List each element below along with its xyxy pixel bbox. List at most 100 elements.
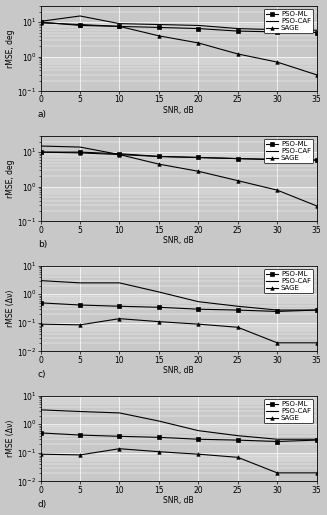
PSO-CAF (39, 278, 43, 284)
PSO-CAF (78, 13, 82, 19)
PSO-ML (39, 19, 43, 25)
PSO-CAF (236, 303, 240, 310)
PSO-ML (275, 29, 279, 35)
PSO-ML (196, 25, 200, 31)
PSO-ML (39, 300, 43, 306)
SAGE (196, 40, 200, 46)
SAGE (117, 445, 121, 452)
PSO-ML (275, 157, 279, 163)
Legend: PSO-ML, PSO-CAF, SAGE: PSO-ML, PSO-CAF, SAGE (264, 139, 313, 163)
SAGE (236, 178, 240, 184)
Line: PSO-CAF: PSO-CAF (41, 410, 317, 439)
PSO-CAF (78, 144, 82, 150)
SAGE (157, 33, 161, 39)
SAGE (196, 451, 200, 457)
PSO-CAF (275, 156, 279, 162)
PSO-CAF (275, 27, 279, 33)
PSO-ML (78, 149, 82, 155)
PSO-ML (236, 28, 240, 34)
Text: b): b) (38, 241, 47, 249)
SAGE (275, 59, 279, 65)
Line: SAGE: SAGE (39, 21, 318, 77)
PSO-CAF (117, 280, 121, 286)
PSO-CAF (78, 280, 82, 286)
PSO-CAF (236, 25, 240, 31)
X-axis label: SNR, dB: SNR, dB (163, 106, 194, 115)
SAGE (275, 470, 279, 476)
SAGE (78, 150, 82, 156)
SAGE (315, 470, 318, 476)
PSO-CAF (39, 407, 43, 413)
PSO-ML (117, 433, 121, 439)
PSO-CAF (315, 157, 318, 163)
PSO-ML (196, 306, 200, 312)
Text: c): c) (38, 370, 46, 380)
PSO-ML (117, 303, 121, 310)
PSO-ML (157, 153, 161, 160)
PSO-ML (39, 149, 43, 155)
SAGE (275, 187, 279, 193)
PSO-CAF (117, 410, 121, 416)
PSO-ML (275, 308, 279, 315)
PSO-ML (196, 436, 200, 442)
X-axis label: SNR, dB: SNR, dB (163, 366, 194, 375)
PSO-ML (157, 24, 161, 30)
PSO-CAF (196, 299, 200, 305)
Y-axis label: rMSE (Δν): rMSE (Δν) (6, 420, 15, 457)
SAGE (157, 449, 161, 455)
SAGE (315, 203, 318, 209)
PSO-CAF (117, 151, 121, 158)
PSO-ML (78, 432, 82, 438)
SAGE (196, 321, 200, 327)
PSO-CAF (315, 27, 318, 33)
Y-axis label: rMSE, deg: rMSE, deg (6, 29, 15, 67)
X-axis label: SNR, dB: SNR, dB (163, 496, 194, 505)
PSO-CAF (39, 143, 43, 149)
PSO-CAF (196, 22, 200, 28)
SAGE (315, 340, 318, 346)
SAGE (196, 168, 200, 175)
PSO-CAF (78, 408, 82, 415)
Legend: PSO-ML, PSO-CAF, SAGE: PSO-ML, PSO-CAF, SAGE (264, 9, 313, 33)
SAGE (39, 321, 43, 327)
PSO-ML (78, 22, 82, 28)
Y-axis label: rMSE, deg: rMSE, deg (6, 159, 15, 198)
PSO-CAF (39, 18, 43, 24)
Line: SAGE: SAGE (39, 447, 318, 475)
PSO-ML (315, 29, 318, 36)
SAGE (78, 452, 82, 458)
SAGE (78, 322, 82, 328)
SAGE (236, 51, 240, 57)
SAGE (117, 316, 121, 322)
SAGE (117, 151, 121, 158)
SAGE (236, 324, 240, 330)
PSO-ML (157, 434, 161, 440)
Line: PSO-CAF: PSO-CAF (41, 16, 317, 30)
SAGE (315, 72, 318, 78)
SAGE (275, 340, 279, 346)
PSO-CAF (315, 436, 318, 442)
SAGE (39, 20, 43, 26)
PSO-ML (157, 304, 161, 311)
PSO-CAF (236, 156, 240, 162)
PSO-ML (236, 307, 240, 313)
Line: PSO-CAF: PSO-CAF (41, 146, 317, 160)
Y-axis label: rMSE (Δν): rMSE (Δν) (6, 290, 15, 327)
PSO-CAF (157, 418, 161, 424)
PSO-ML (315, 307, 318, 313)
Legend: PSO-ML, PSO-CAF, SAGE: PSO-ML, PSO-CAF, SAGE (264, 399, 313, 423)
PSO-CAF (157, 22, 161, 28)
PSO-CAF (315, 307, 318, 313)
PSO-CAF (157, 153, 161, 160)
Line: PSO-ML: PSO-ML (39, 431, 318, 443)
PSO-ML (196, 154, 200, 161)
PSO-CAF (275, 307, 279, 313)
SAGE (157, 319, 161, 325)
Line: PSO-ML: PSO-ML (39, 150, 318, 162)
PSO-CAF (117, 21, 121, 27)
PSO-ML (117, 150, 121, 157)
SAGE (78, 22, 82, 28)
Text: d): d) (38, 501, 47, 509)
PSO-CAF (157, 289, 161, 295)
PSO-ML (117, 23, 121, 29)
